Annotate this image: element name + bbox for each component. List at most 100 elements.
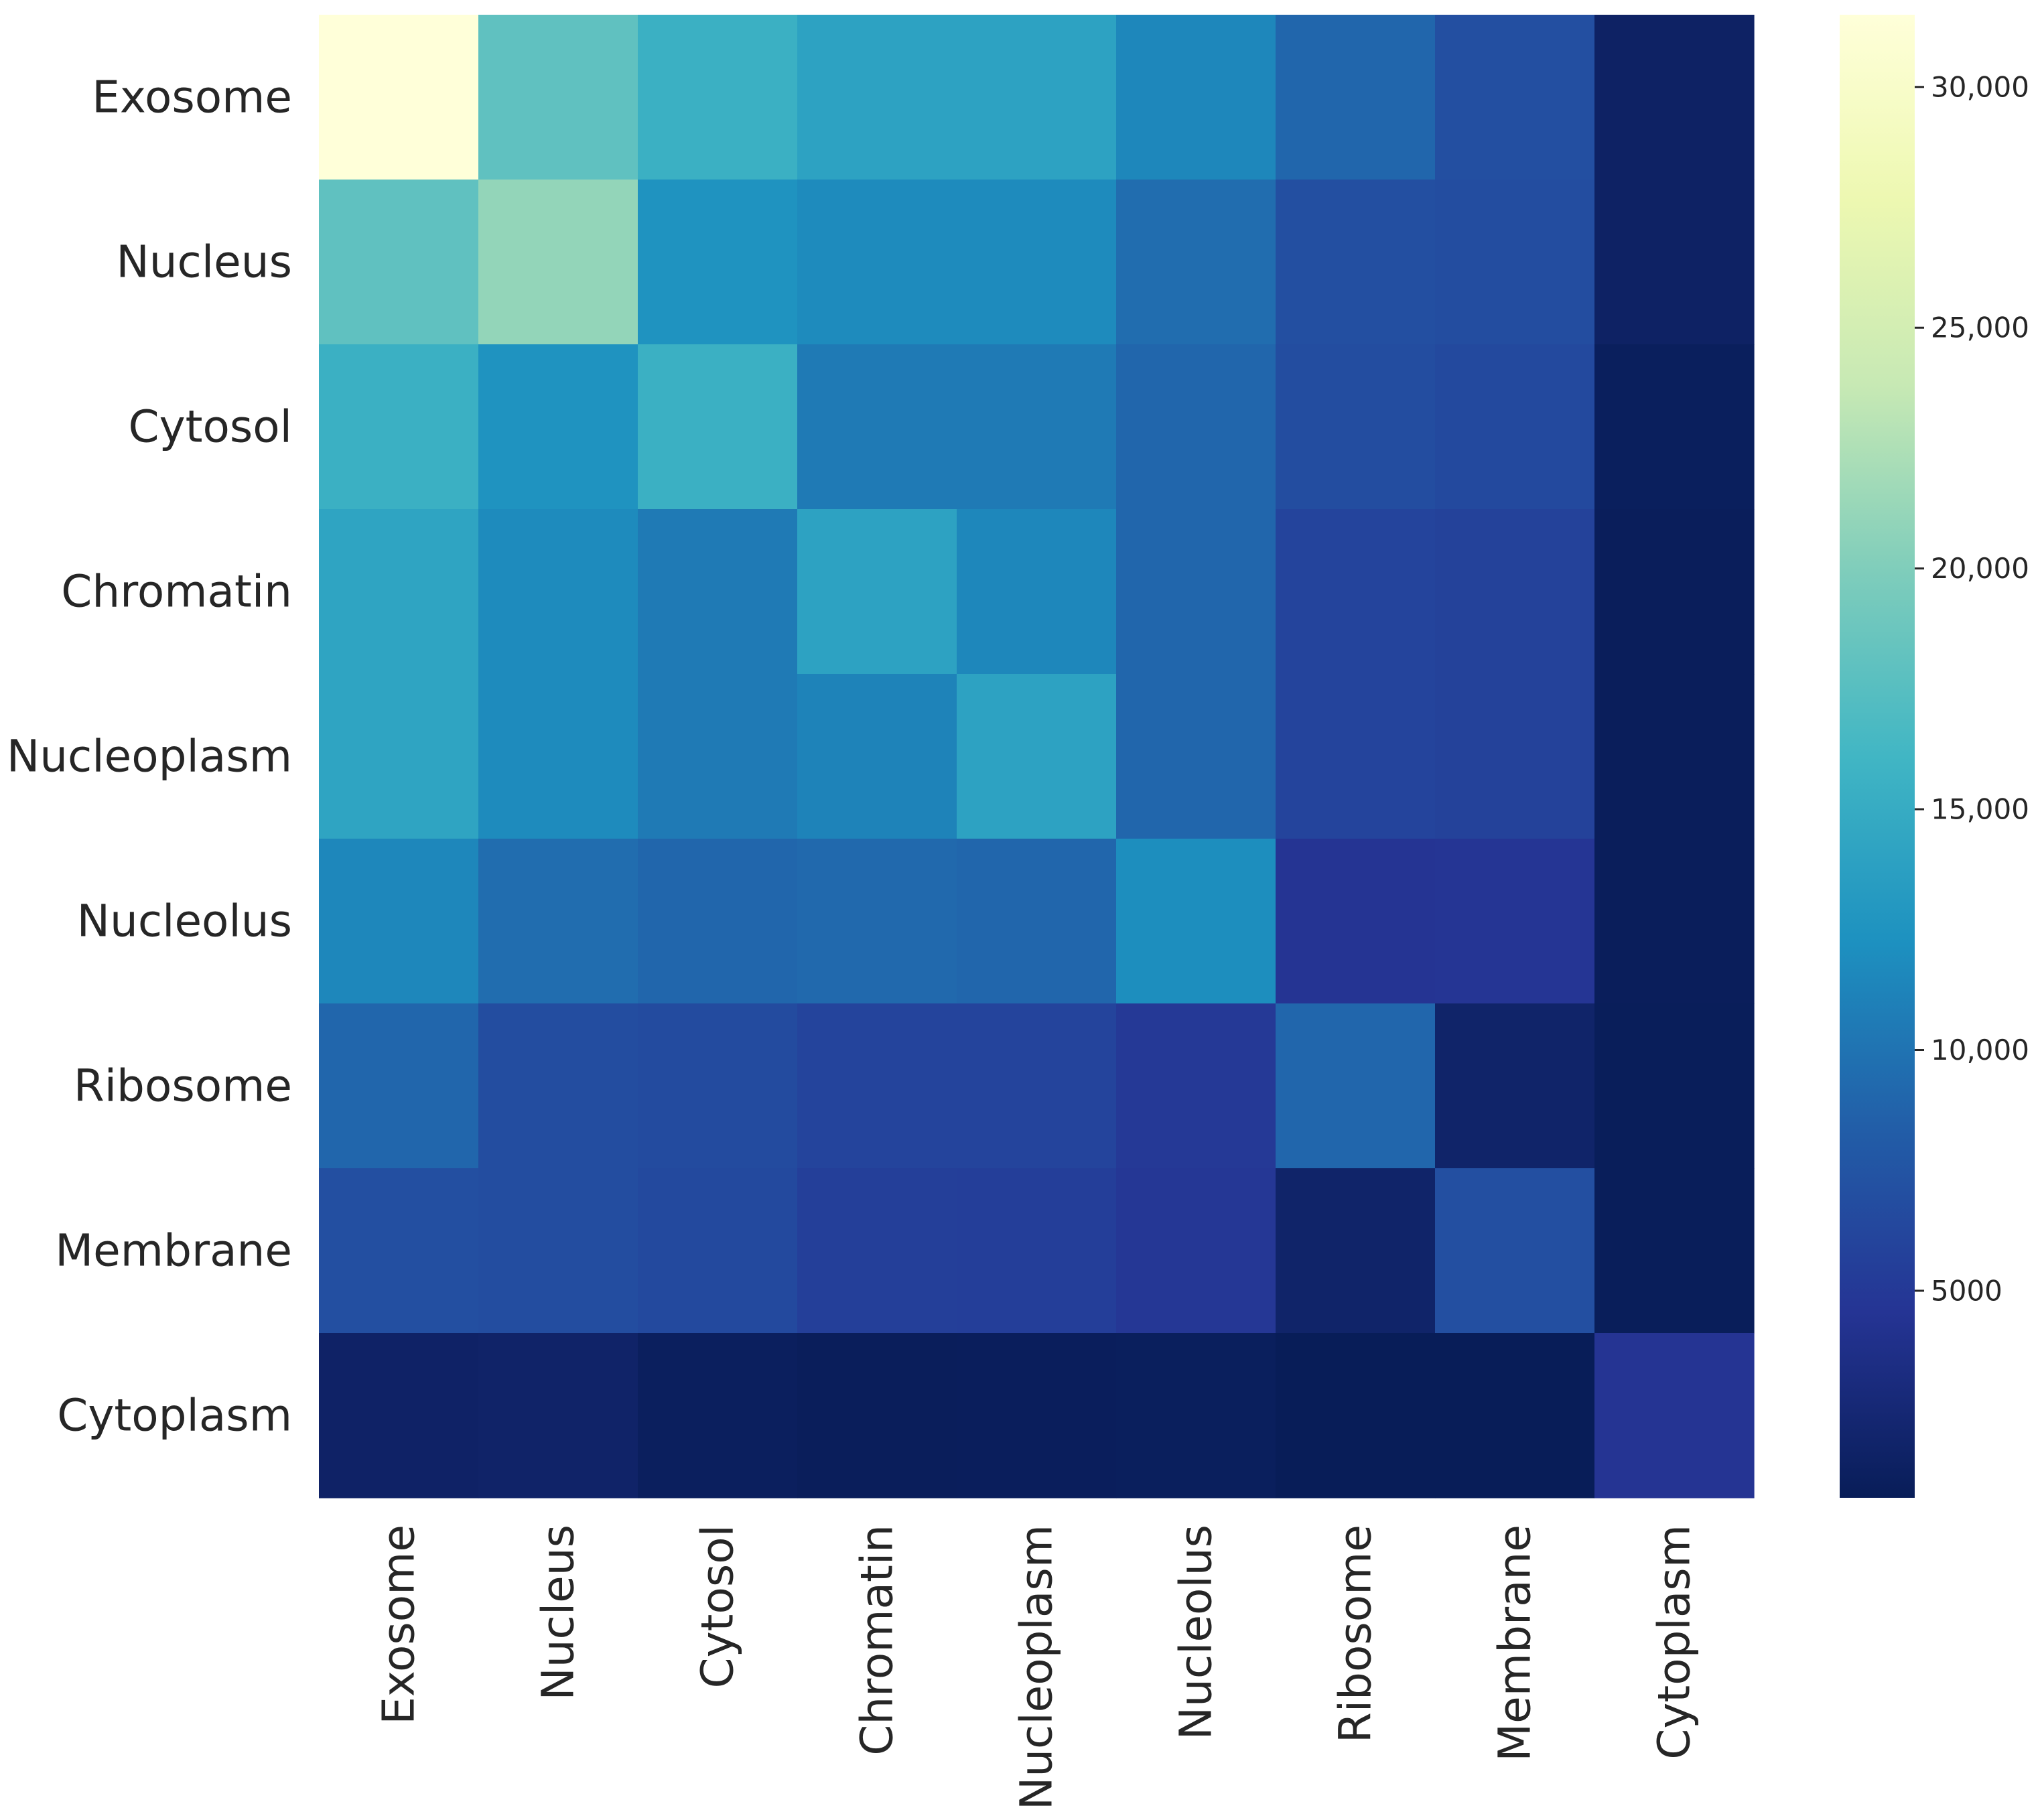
heatmap-cell-ribosome-nucleolus: [1116, 1003, 1276, 1169]
heatmap-cell-ribosome-membrane: [1435, 1003, 1595, 1169]
heatmap-cell-nucleolus-exosome: [319, 839, 479, 1004]
heatmap-cell-cytosol-nucleolus: [1116, 344, 1276, 510]
heatmap-cell-cytosol-cytosol: [638, 344, 798, 510]
row-label-ribosome: Ribosome: [74, 1060, 292, 1112]
heatmap-cell-ribosome-nucleoplasm: [957, 1003, 1117, 1169]
heatmap-cell-nucleus-membrane: [1435, 180, 1595, 345]
column-label-chromatin: Chromatin: [852, 1525, 903, 1756]
column-label-cytoplasm: Cytoplasm: [1649, 1525, 1700, 1760]
heatmap-cell-cytosol-cytoplasm: [1594, 344, 1755, 510]
heatmap-cell-membrane-chromatin: [797, 1168, 957, 1334]
heatmap-cell-cytoplasm-nucleoplasm: [957, 1333, 1117, 1498]
heatmap-cell-cytoplasm-nucleolus: [1116, 1333, 1276, 1498]
heatmap-cell-cytoplasm-nucleus: [478, 1333, 638, 1498]
heatmap-cell-ribosome-nucleus: [478, 1003, 638, 1169]
heatmap-cell-membrane-cytosol: [638, 1168, 798, 1334]
heatmap-cell-nucleoplasm-cytoplasm: [1594, 674, 1755, 839]
heatmap-cell-exosome-membrane: [1435, 15, 1595, 180]
column-label-nucleus: Nucleus: [533, 1525, 584, 1701]
heatmap-cell-nucleus-nucleoplasm: [957, 180, 1117, 345]
heatmap-cell-nucleolus-cytoplasm: [1594, 839, 1755, 1004]
colorbar-tick-label-20000: 20,000: [1931, 552, 2029, 585]
heatmap-cell-nucleus-cytoplasm: [1594, 180, 1755, 345]
heatmap-cell-cytoplasm-chromatin: [797, 1333, 957, 1498]
row-labels: Exosome Nucleus Cytosol Chromatin Nucleoplas…: [7, 72, 292, 1442]
heatmap-cell-nucleoplasm-nucleoplasm: [957, 674, 1117, 839]
colorbar-tick-label-25000: 25,000: [1931, 311, 2029, 344]
heatmap-cell-nucleolus-nucleus: [478, 839, 638, 1004]
heatmap-cell-ribosome-chromatin: [797, 1003, 957, 1169]
heatmap-cell-nucleolus-chromatin: [797, 839, 957, 1004]
row-label-chromatin: Chromatin: [61, 566, 292, 618]
heatmap-cell-chromatin-chromatin: [797, 509, 957, 675]
heatmap-cell-chromatin-ribosome: [1276, 509, 1436, 675]
heatmap-cell-chromatin-cytoplasm: [1594, 509, 1755, 675]
heatmap-cell-cytosol-nucleoplasm: [957, 344, 1117, 510]
heatmap-cell-chromatin-nucleoplasm: [957, 509, 1117, 675]
heatmap-cell-cytosol-chromatin: [797, 344, 957, 510]
heatmap-cell-cytoplasm-cytoplasm: [1594, 1333, 1755, 1498]
heatmap-cell-chromatin-nucleolus: [1116, 509, 1276, 675]
heatmap-cell-cytoplasm-membrane: [1435, 1333, 1595, 1498]
row-label-nucleus: Nucleus: [116, 236, 292, 288]
heatmap-cell-chromatin-exosome: [319, 509, 479, 675]
heatmap-cell-nucleoplasm-nucleus: [478, 674, 638, 839]
heatmap-cell-exosome-chromatin: [797, 15, 957, 180]
heatmap-cell-membrane-ribosome: [1276, 1168, 1436, 1334]
column-label-exosome: Exosome: [373, 1525, 425, 1725]
row-label-cytoplasm: Cytoplasm: [57, 1390, 292, 1442]
heatmap-cell-nucleus-chromatin: [797, 180, 957, 345]
heatmap-cell-nucleus-exosome: [319, 180, 479, 345]
heatmap-cell-membrane-nucleoplasm: [957, 1168, 1117, 1334]
colorbar-tick-label-10000: 10,000: [1931, 1034, 2029, 1066]
heatmap-cell-chromatin-membrane: [1435, 509, 1595, 675]
heatmap-cell-membrane-exosome: [319, 1168, 479, 1334]
column-label-membrane: Membrane: [1489, 1525, 1541, 1762]
heatmap-cell-ribosome-cytosol: [638, 1003, 798, 1169]
heatmap-cell-nucleolus-cytosol: [638, 839, 798, 1004]
colorbar-gradient: [1840, 15, 1915, 1498]
heatmap-cell-exosome-cytosol: [638, 15, 798, 180]
heatmap-cell-cytosol-exosome: [319, 344, 479, 510]
heatmap-cell-exosome-ribosome: [1276, 15, 1436, 180]
heatmap-cell-nucleoplasm-chromatin: [797, 674, 957, 839]
heatmap-cell-exosome-nucleus: [478, 15, 638, 180]
heatmap-cells: [319, 15, 1755, 1498]
heatmap-cell-ribosome-ribosome: [1276, 1003, 1436, 1169]
heatmap-cell-chromatin-nucleus: [478, 509, 638, 675]
heatmap-cell-chromatin-cytosol: [638, 509, 798, 675]
heatmap-cell-nucleoplasm-ribosome: [1276, 674, 1436, 839]
row-label-membrane: Membrane: [55, 1225, 292, 1277]
heatmap-cell-nucleus-nucleolus: [1116, 180, 1276, 345]
row-label-cytosol: Cytosol: [128, 401, 292, 453]
column-label-cytosol: Cytosol: [692, 1525, 744, 1689]
heatmap-cell-nucleoplasm-exosome: [319, 674, 479, 839]
column-label-ribosome: Ribosome: [1330, 1525, 1381, 1743]
heatmap-cell-ribosome-exosome: [319, 1003, 479, 1169]
heatmap-cell-nucleolus-nucleoplasm: [957, 839, 1117, 1004]
heatmap-cell-exosome-nucleoplasm: [957, 15, 1117, 180]
heatmap-cell-membrane-membrane: [1435, 1168, 1595, 1334]
heatmap-cell-membrane-nucleus: [478, 1168, 638, 1334]
heatmap-cell-nucleoplasm-membrane: [1435, 674, 1595, 839]
row-label-nucleoplasm: Nucleoplasm: [7, 731, 292, 782]
heatmap-cell-cytoplasm-cytosol: [638, 1333, 798, 1498]
heatmap-cell-cytosol-ribosome: [1276, 344, 1436, 510]
heatmap-cell-exosome-nucleolus: [1116, 15, 1276, 180]
row-label-nucleolus: Nucleolus: [77, 896, 292, 947]
heatmap-cell-nucleus-nucleus: [478, 180, 638, 345]
column-label-nucleolus: Nucleolus: [1170, 1525, 1222, 1740]
heatmap-cell-membrane-nucleolus: [1116, 1168, 1276, 1334]
heatmap-cell-cytosol-membrane: [1435, 344, 1595, 510]
column-labels: Exosome Nucleus Cytosol Chromatin Nucleoplas…: [373, 1525, 1700, 1810]
heatmap-cell-nucleus-ribosome: [1276, 180, 1436, 345]
heatmap-cell-ribosome-cytoplasm: [1594, 1003, 1755, 1169]
heatmap-cell-cytoplasm-exosome: [319, 1333, 479, 1498]
colorbar-tick-label-30000: 30,000: [1931, 70, 2029, 103]
heatmap-cell-cytosol-nucleus: [478, 344, 638, 510]
heatmap-cell-nucleolus-ribosome: [1276, 839, 1436, 1004]
heatmap-cell-nucleolus-membrane: [1435, 839, 1595, 1004]
heatmap-cell-nucleolus-nucleolus: [1116, 839, 1276, 1004]
heatmap-cell-exosome-cytoplasm: [1594, 15, 1755, 180]
